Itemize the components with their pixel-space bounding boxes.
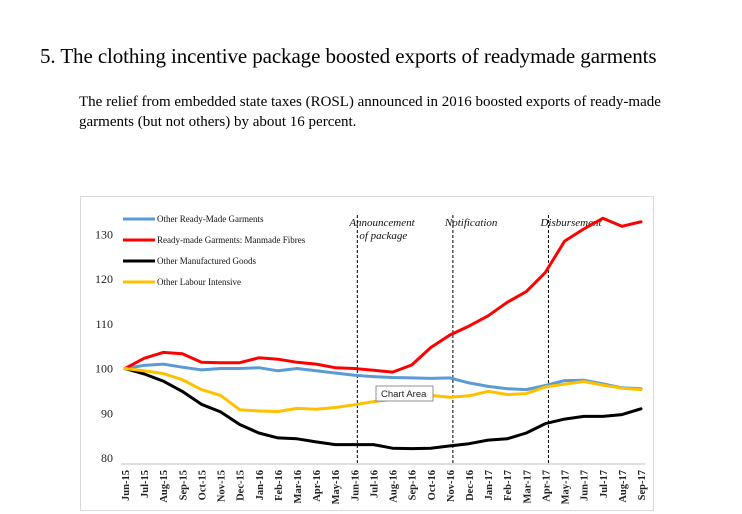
x-tick-label: Dec-15 xyxy=(236,470,247,501)
y-tick-label: 130 xyxy=(95,227,113,241)
series-line xyxy=(123,362,643,392)
x-tick-label: Jan-16 xyxy=(255,470,266,500)
y-axis: 80 90 100 110 120 130 xyxy=(95,227,113,465)
page-subtitle: The relief from embedded state taxes (RO… xyxy=(79,94,661,130)
x-tick-label: Mar-16 xyxy=(293,470,304,503)
series-line xyxy=(123,216,643,374)
x-tick-label: Feb-17 xyxy=(503,470,514,501)
legend-label: Other Labour Intensive xyxy=(157,277,241,287)
x-tick-label: May-17 xyxy=(561,470,572,504)
x-tick-label: May-16 xyxy=(331,470,342,504)
series-lines xyxy=(123,216,643,451)
x-tick-label: Mar-17 xyxy=(522,470,533,503)
x-axis: Jun-15 Jul-15 Aug-15 Sep-15 Oct-15 Nov-15 Dec-… xyxy=(121,463,648,504)
y-tick-label: 100 xyxy=(95,362,113,376)
tooltip-text: Chart Area xyxy=(381,389,427,400)
x-tick-label: Aug-15 xyxy=(159,470,170,503)
y-tick-label: 110 xyxy=(95,317,113,331)
x-tick-label: Sep-16 xyxy=(408,470,419,500)
x-tick-label: Oct-16 xyxy=(427,470,438,500)
event-label: Notification xyxy=(444,217,498,229)
legend-label: Other Manufactured Goods xyxy=(157,256,256,266)
y-tick-label: 90 xyxy=(101,406,113,420)
legend-label: Other Ready-Made Garments xyxy=(157,214,264,224)
x-tick-label: Jun-16 xyxy=(350,470,361,501)
event-label: of package xyxy=(359,230,407,242)
chart-area-tooltip: Chart Area xyxy=(375,385,434,402)
x-tick-label: Aug-16 xyxy=(389,470,400,503)
series-line xyxy=(123,367,643,451)
x-tick-label: Sep-15 xyxy=(178,470,189,500)
x-tick-label: Nov-15 xyxy=(217,470,228,502)
x-tick-label: Dec-16 xyxy=(465,470,476,501)
x-tick-label: Jan-17 xyxy=(484,470,495,500)
legend-label: Ready-made Garments: Manmade Fibres xyxy=(157,235,306,245)
page-title: 5. The clothing incentive package booste… xyxy=(40,44,657,68)
x-tick-label: Jul-15 xyxy=(140,470,151,498)
chart-area[interactable]: 80 90 100 110 120 130 Jun-15 Jul-15 Aug-15 Sep-1… xyxy=(80,196,654,511)
x-tick-label: Jul-17 xyxy=(599,470,610,498)
event-label: Announcement xyxy=(348,217,415,229)
x-tick-label: Nov-16 xyxy=(446,470,457,502)
x-tick-label: Sep-17 xyxy=(637,470,648,500)
legend: Other Ready-Made Garments Ready-made Garm… xyxy=(123,214,306,287)
y-tick-label: 120 xyxy=(95,272,113,286)
tooltip-box xyxy=(375,385,434,402)
x-tick-label: Jul-16 xyxy=(369,470,380,498)
x-tick-label: Jun-17 xyxy=(580,470,591,501)
x-tick-label: Oct-15 xyxy=(197,470,208,500)
x-tick-label: Aug-17 xyxy=(618,470,629,503)
x-tick-label: Feb-16 xyxy=(274,470,285,501)
x-tick-label: Apr-16 xyxy=(312,470,323,502)
y-tick-label: 80 xyxy=(101,451,113,465)
x-tick-label: Apr-17 xyxy=(541,470,552,502)
line-chart: 80 90 100 110 120 130 Jun-15 Jul-15 Aug-15 Sep-1… xyxy=(95,214,648,504)
x-tick-label: Jun-15 xyxy=(121,470,132,501)
